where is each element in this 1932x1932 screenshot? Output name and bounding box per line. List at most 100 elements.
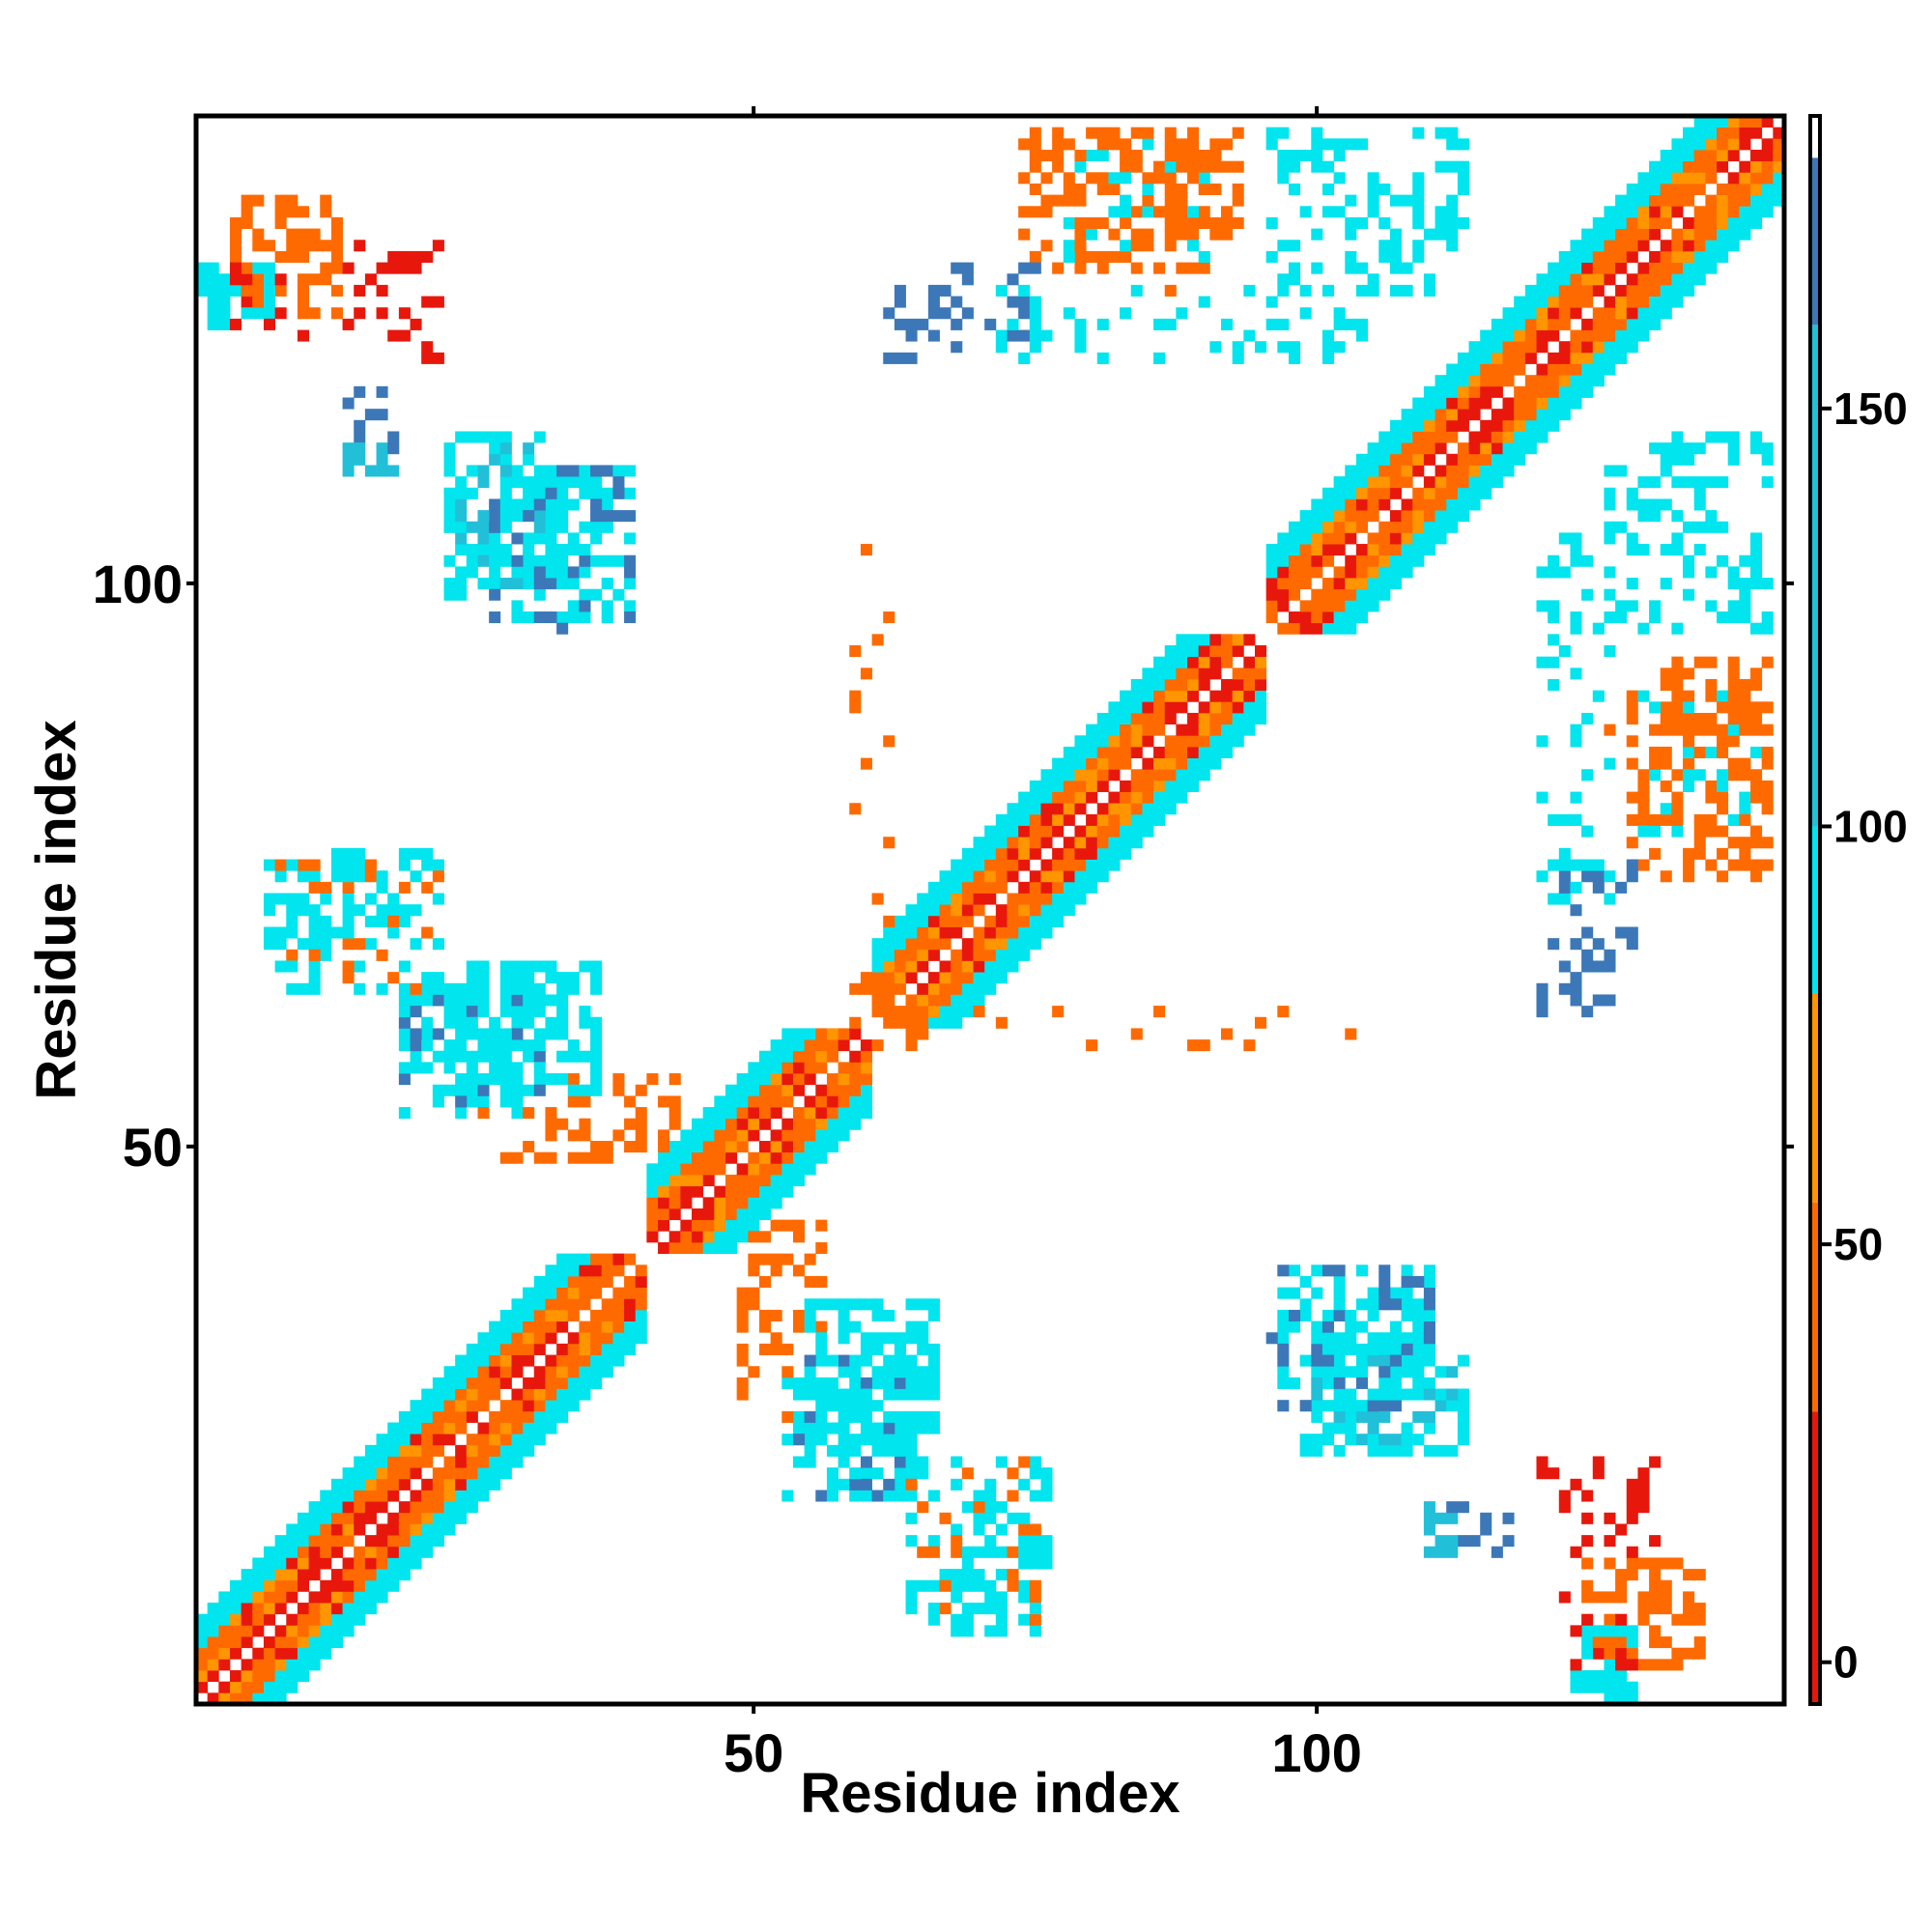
heatmap-cell	[917, 1332, 929, 1345]
heatmap-cell	[545, 1410, 557, 1423]
heatmap-cell	[1142, 183, 1154, 196]
heatmap-cell	[1435, 1546, 1447, 1558]
heatmap-cell	[1435, 409, 1447, 421]
heatmap-cell	[725, 1219, 738, 1232]
heatmap-cell	[1660, 544, 1672, 556]
heatmap-cell	[567, 1400, 580, 1412]
heatmap-cell	[1615, 611, 1628, 624]
heatmap-cell	[1345, 1366, 1357, 1378]
heatmap-cell	[1355, 1366, 1368, 1378]
heatmap-cell	[1074, 757, 1087, 770]
heatmap-cell	[1570, 1625, 1582, 1637]
heatmap-cell	[354, 431, 366, 443]
heatmap-cell	[1604, 465, 1616, 477]
heatmap-cell	[410, 870, 422, 883]
heatmap-cell	[1649, 273, 1662, 286]
heatmap-cell	[894, 1478, 906, 1491]
heatmap-cell	[917, 1467, 929, 1480]
heatmap-cell	[455, 1501, 468, 1514]
heatmap-cell	[1457, 1501, 1469, 1514]
heatmap-cell	[1649, 318, 1662, 330]
heatmap-cell	[1187, 656, 1200, 668]
heatmap-cell	[545, 1118, 557, 1130]
heatmap-cell	[1018, 893, 1031, 905]
heatmap-cell	[1683, 690, 1695, 702]
heatmap-cell	[1345, 1028, 1357, 1040]
heatmap-cell	[1232, 724, 1244, 736]
heatmap-cell	[263, 1613, 276, 1626]
heatmap-cell	[1548, 273, 1560, 286]
heatmap-cell	[973, 870, 985, 883]
heatmap-cell	[567, 600, 580, 612]
heatmap-cell	[466, 1028, 478, 1040]
heatmap-cell	[1446, 453, 1459, 466]
heatmap-cell	[1548, 600, 1560, 612]
heatmap-cell	[1311, 498, 1323, 511]
heatmap-cell	[489, 1028, 501, 1040]
heatmap-cell	[1604, 1535, 1616, 1548]
heatmap-cell	[1401, 453, 1413, 466]
heatmap-cell	[624, 487, 637, 499]
heatmap-cell	[410, 1546, 422, 1558]
heatmap-cell	[1637, 780, 1650, 792]
heatmap-cell	[1435, 465, 1447, 477]
heatmap-cell	[927, 329, 940, 342]
heatmap-cell	[1299, 1400, 1312, 1412]
heatmap-cell	[658, 1185, 670, 1198]
heatmap-cell	[838, 1028, 850, 1040]
heatmap-cell	[1288, 532, 1301, 545]
heatmap-cell	[1660, 284, 1672, 297]
heatmap-cell	[917, 960, 929, 973]
heatmap-cell	[511, 532, 524, 545]
heatmap-cell	[286, 1546, 298, 1558]
heatmap-cell	[489, 1073, 501, 1086]
heatmap-cell	[1074, 240, 1087, 252]
heatmap-cell	[1401, 465, 1413, 477]
heatmap-cell	[196, 1681, 209, 1693]
heatmap-cell	[1176, 735, 1188, 748]
heatmap-cell	[1592, 1670, 1605, 1683]
heatmap-cell	[1311, 228, 1323, 241]
heatmap-cell	[1142, 701, 1154, 714]
heatmap-cell	[1086, 735, 1098, 748]
heatmap-cell	[1693, 172, 1706, 185]
heatmap-cell	[1705, 228, 1718, 241]
heatmap-cell	[1423, 1321, 1435, 1333]
heatmap-cell	[1570, 994, 1582, 1007]
heatmap-cell	[1345, 487, 1357, 499]
heatmap-cell	[286, 194, 298, 207]
heatmap-cell	[1626, 859, 1638, 871]
heatmap-cell	[1739, 837, 1751, 849]
heatmap-cell	[1615, 284, 1628, 297]
heatmap-cell	[1660, 240, 1672, 252]
heatmap-cell	[961, 904, 974, 917]
heatmap-cell	[995, 881, 1008, 894]
heatmap-cell	[252, 1557, 265, 1570]
heatmap-cell	[781, 1163, 794, 1176]
heatmap-cell	[410, 1422, 422, 1435]
heatmap-cell	[342, 915, 355, 927]
heatmap-cell	[815, 1410, 828, 1423]
heatmap-cell	[1649, 498, 1662, 511]
heatmap-cell	[1705, 262, 1718, 274]
heatmap-cell	[826, 1422, 838, 1435]
heatmap-cell	[927, 1388, 940, 1401]
heatmap-cell	[1040, 904, 1053, 917]
heatmap-cell	[1345, 1309, 1357, 1321]
heatmap-cell	[1660, 668, 1672, 680]
heatmap-cell	[1423, 1444, 1435, 1457]
heatmap-cell	[939, 972, 952, 984]
heatmap-cell	[1423, 1264, 1435, 1277]
heatmap-cell	[1007, 893, 1019, 905]
heatmap-cell	[579, 1084, 591, 1096]
heatmap-cell	[1717, 240, 1729, 252]
heatmap-cell	[1739, 803, 1751, 815]
heatmap-cell	[1558, 566, 1571, 579]
heatmap-cell	[1277, 588, 1290, 601]
heatmap-cell	[1345, 510, 1357, 523]
heatmap-cell	[894, 1422, 906, 1435]
heatmap-cell	[1063, 172, 1075, 185]
heatmap-cell	[1086, 757, 1098, 770]
heatmap-cell	[758, 1095, 772, 1108]
heatmap-cell	[1524, 341, 1537, 354]
